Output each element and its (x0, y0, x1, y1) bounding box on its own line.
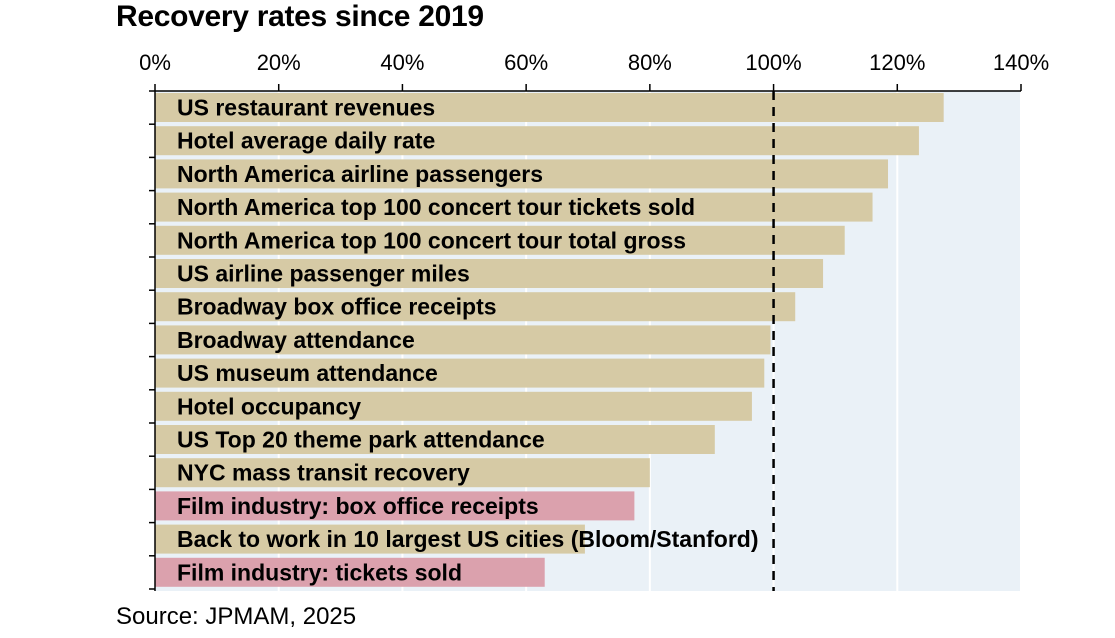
x-tick-label: 60% (504, 50, 548, 75)
bar (155, 225, 845, 255)
bar (155, 192, 873, 222)
source-note: Source: JPMAM, 2025 (116, 603, 357, 630)
bar-label: Film industry: box office receipts (177, 493, 539, 519)
bar (155, 292, 796, 322)
bar (155, 159, 889, 189)
bar-label: North America top 100 concert tour ticke… (177, 194, 695, 220)
bar-label: Broadway box office receipts (177, 294, 497, 320)
bar-label: NYC mass transit recovery (177, 460, 470, 486)
bar-label: Back to work in 10 largest US cities (Bl… (177, 526, 759, 552)
bar-label: North America airline passengers (177, 161, 543, 187)
x-tick-label: 140% (993, 50, 1049, 75)
bar (155, 524, 585, 554)
x-tick-label: 40% (380, 50, 424, 75)
bar (155, 557, 545, 587)
bar-label: Hotel average daily rate (177, 128, 435, 154)
bar-label: North America top 100 concert tour total… (177, 227, 686, 253)
bar-label: Broadway attendance (177, 327, 415, 353)
bar-label: US Top 20 theme park attendance (177, 427, 545, 453)
x-tick-label: 120% (869, 50, 925, 75)
bar-label: US airline passenger miles (177, 261, 470, 287)
bar (155, 325, 771, 355)
x-tick-label: 0% (139, 50, 171, 75)
bar (155, 93, 944, 122)
x-tick-label: 20% (257, 50, 301, 75)
bar-label: US restaurant revenues (177, 95, 435, 121)
chart-title: Recovery rates since 2019 (116, 0, 484, 33)
bar (155, 425, 715, 454)
bar-label: Film industry: tickets sold (177, 559, 462, 585)
x-tick-label: 100% (745, 50, 801, 75)
x-tick-label: 80% (628, 50, 672, 75)
bar (155, 126, 919, 156)
bar (155, 391, 752, 421)
bar (155, 259, 824, 288)
bar-label: Hotel occupancy (177, 393, 361, 419)
bar-label: US museum attendance (177, 360, 438, 386)
bar (155, 458, 650, 488)
bar (155, 358, 765, 388)
bar (155, 491, 635, 521)
